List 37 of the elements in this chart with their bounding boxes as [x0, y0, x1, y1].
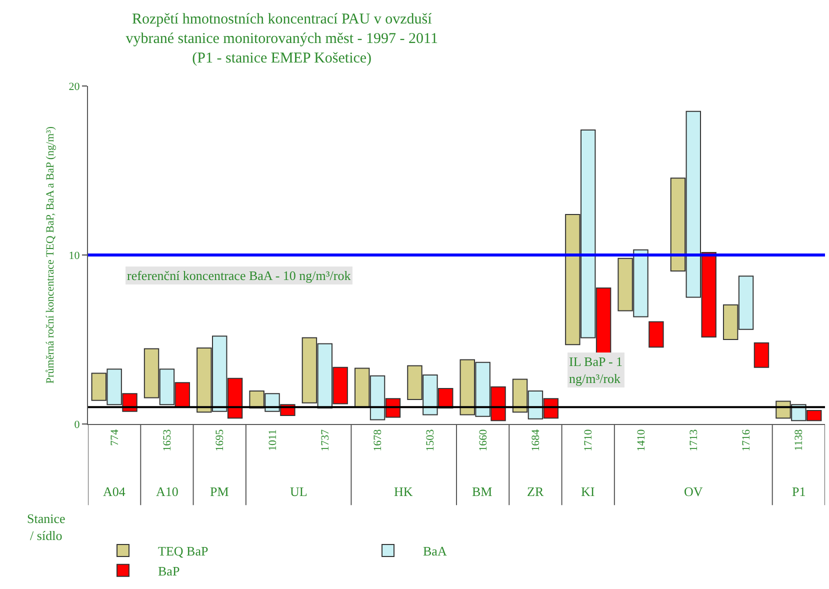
text: BM: [472, 484, 493, 499]
x-tick-label: 1716: [740, 428, 753, 452]
chart-title: Rozpětí hmotnostních koncentrací PAU v ovzduší vybrané stanice monitorovaných měst - 1997 - 2011 (P1 - stanice EMEP Košetice): [126, 12, 438, 67]
text: KI: [581, 484, 595, 499]
x-tick-label: 1660: [477, 428, 490, 452]
ref-line-label: IL BaP - 1 ng/m³/rok: [569, 354, 623, 386]
x-tick-label: 774: [108, 428, 121, 446]
text: A10: [156, 484, 178, 499]
x-tick-label: 1684: [530, 428, 542, 452]
y-tick-label: 0: [74, 418, 80, 431]
text: UL: [290, 484, 308, 499]
x-tick-label: 1737: [319, 428, 332, 452]
x-tick-label: 1653: [162, 428, 174, 452]
legend-label: TEQ BaP: [158, 544, 208, 559]
text: ZR: [527, 484, 544, 499]
x-tick-label: 1011: [266, 429, 279, 451]
y-tick-label: 20: [68, 80, 80, 93]
x-tick-label: 1678: [372, 428, 384, 452]
ref-line-label: referenční koncentrace BaA - 10 ng/m³/rok: [127, 268, 352, 283]
x-tick-label: 1710: [582, 428, 595, 452]
bar: [648, 321, 664, 348]
text: Stanice / sídlo: [27, 511, 66, 543]
x-tick-label: 1695: [214, 428, 226, 452]
text: PM: [210, 484, 230, 499]
x-tick-label: 1410: [635, 428, 648, 452]
x-tick-label: 1713: [688, 428, 700, 452]
legend-label: BaP: [158, 563, 180, 578]
text: OV: [684, 484, 704, 499]
x-tick-label: 1138: [793, 428, 806, 451]
y-tick-label: 10: [68, 250, 80, 262]
text: P1: [792, 484, 806, 499]
legend-label: BaA: [423, 544, 448, 559]
x-tick-label: 1503: [424, 428, 437, 452]
bar: [754, 342, 770, 368]
y-axis-title: Průměrná roční koncentrace TEQ BaP, BaA a BaP (ng/m³): [44, 126, 56, 384]
text: A04: [103, 484, 126, 499]
text: HK: [394, 484, 414, 499]
